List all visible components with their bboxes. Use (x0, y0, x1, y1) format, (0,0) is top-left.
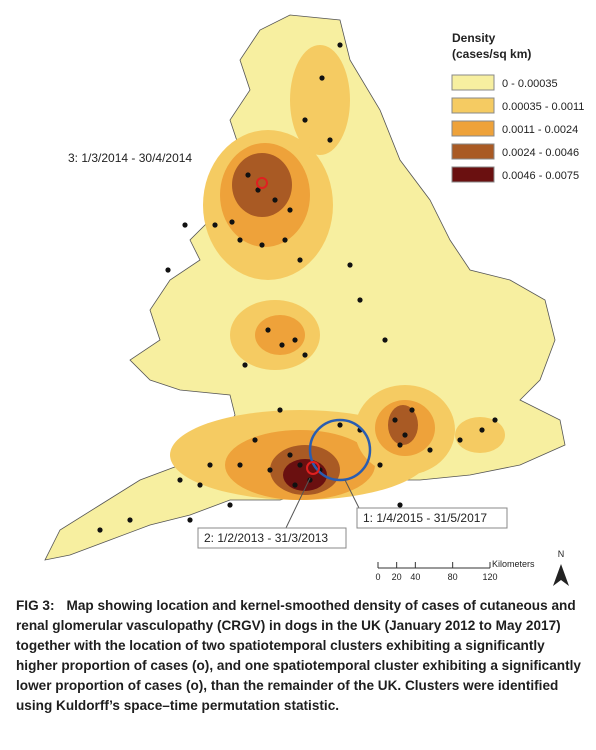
scale-bar: 0 20 40 80 120 Kilometers (375, 559, 535, 582)
case-dot (427, 447, 433, 453)
cluster-label: 3: 1/3/2014 - 30/4/2014 (68, 151, 192, 165)
case-dot (357, 297, 363, 303)
case-dot (287, 207, 293, 213)
scale-tick-label: 80 (448, 572, 458, 582)
case-dot (182, 222, 188, 228)
case-dot (187, 517, 193, 523)
case-dot (279, 342, 285, 348)
case-dot (377, 462, 383, 468)
label-box (356, 507, 508, 529)
legend-subtitle: (cases/sq km) (452, 47, 531, 61)
scale-unit: Kilometers (492, 559, 535, 569)
case-dot (229, 219, 235, 225)
case-dot (337, 422, 343, 428)
case-dot (259, 242, 265, 248)
scale-tick-label: 0 (375, 572, 380, 582)
case-dot (382, 337, 388, 343)
case-dot (457, 437, 463, 443)
case-dot (337, 42, 343, 48)
case-dot (267, 467, 273, 473)
case-dot (327, 137, 333, 143)
cases (97, 42, 498, 533)
case-dot (297, 257, 303, 263)
case-dot (392, 417, 398, 423)
case-dot (197, 482, 203, 488)
case-dot (245, 172, 251, 178)
map: 3: 1/3/2014 - 30/4/2014 2: 1/2/2013 - 31… (44, 14, 584, 586)
north-arrow (553, 564, 569, 586)
case-dot (292, 482, 298, 488)
case-dot (252, 437, 258, 443)
scale-tick-label: 40 (410, 572, 420, 582)
case-dot (282, 237, 288, 243)
case-dot (397, 502, 403, 508)
case-dot (272, 197, 278, 203)
case-dot (177, 477, 183, 483)
caption-label: FIG 3: (16, 598, 55, 613)
case-dot (492, 417, 498, 423)
scale-tick-label: 20 (392, 572, 402, 582)
case-dot (255, 187, 261, 193)
legend-title: Density (452, 31, 496, 45)
case-dot (127, 517, 133, 523)
cluster-3-circle (256, 177, 268, 189)
case-dot (237, 237, 243, 243)
case-dot (292, 337, 298, 343)
caption-text: Map showing location and kernel-smoothed… (16, 598, 581, 713)
legend-label: 0.0011 - 0.0024 (502, 124, 578, 136)
case-dot (402, 432, 408, 438)
case-dot (165, 267, 171, 273)
scale-tick-label: 120 (482, 572, 497, 582)
case-dot (227, 502, 233, 508)
cluster-2-circle (306, 461, 320, 475)
cluster-label: 1: 1/4/2015 - 31/5/2017 (363, 511, 487, 525)
legend-swatch (451, 74, 495, 91)
case-dot (287, 452, 293, 458)
case-dot (207, 462, 213, 468)
case-dot (397, 442, 403, 448)
case-dot (97, 527, 103, 533)
case-dot (302, 117, 308, 123)
case-dot (409, 407, 415, 413)
case-dot (212, 222, 218, 228)
case-dot (297, 462, 303, 468)
legend-label: 0 - 0.00035 (502, 78, 558, 90)
case-dot (347, 262, 353, 268)
case-dot (237, 462, 243, 468)
legend-swatch (451, 143, 495, 160)
legend-swatch (451, 120, 495, 137)
legend-swatch (451, 97, 495, 114)
legend-swatch (451, 166, 495, 183)
legend-label: 0.00035 - 0.0011 (502, 101, 584, 113)
case-dot (277, 407, 283, 413)
case-dot (265, 327, 271, 333)
label-box (197, 527, 347, 549)
north-label: N (558, 549, 565, 559)
legend: 0 - 0.00035 0.00035 - 0.0011 0.0011 - 0.00… (451, 74, 584, 183)
legend-label: 0.0046 - 0.0075 (502, 170, 579, 182)
case-dot (302, 352, 308, 358)
cluster-label: 2: 1/2/2013 - 31/3/2013 (204, 531, 328, 545)
leader-line (284, 477, 311, 531)
case-dot (479, 427, 485, 433)
legend-label: 0.0024 - 0.0046 (502, 147, 579, 159)
case-dot (242, 362, 248, 368)
cluster-1-circle (308, 418, 372, 482)
case-dot (319, 75, 325, 81)
leader-line (344, 479, 361, 511)
caption: FIG 3: Map showing location and kernel-sm… (16, 596, 581, 716)
